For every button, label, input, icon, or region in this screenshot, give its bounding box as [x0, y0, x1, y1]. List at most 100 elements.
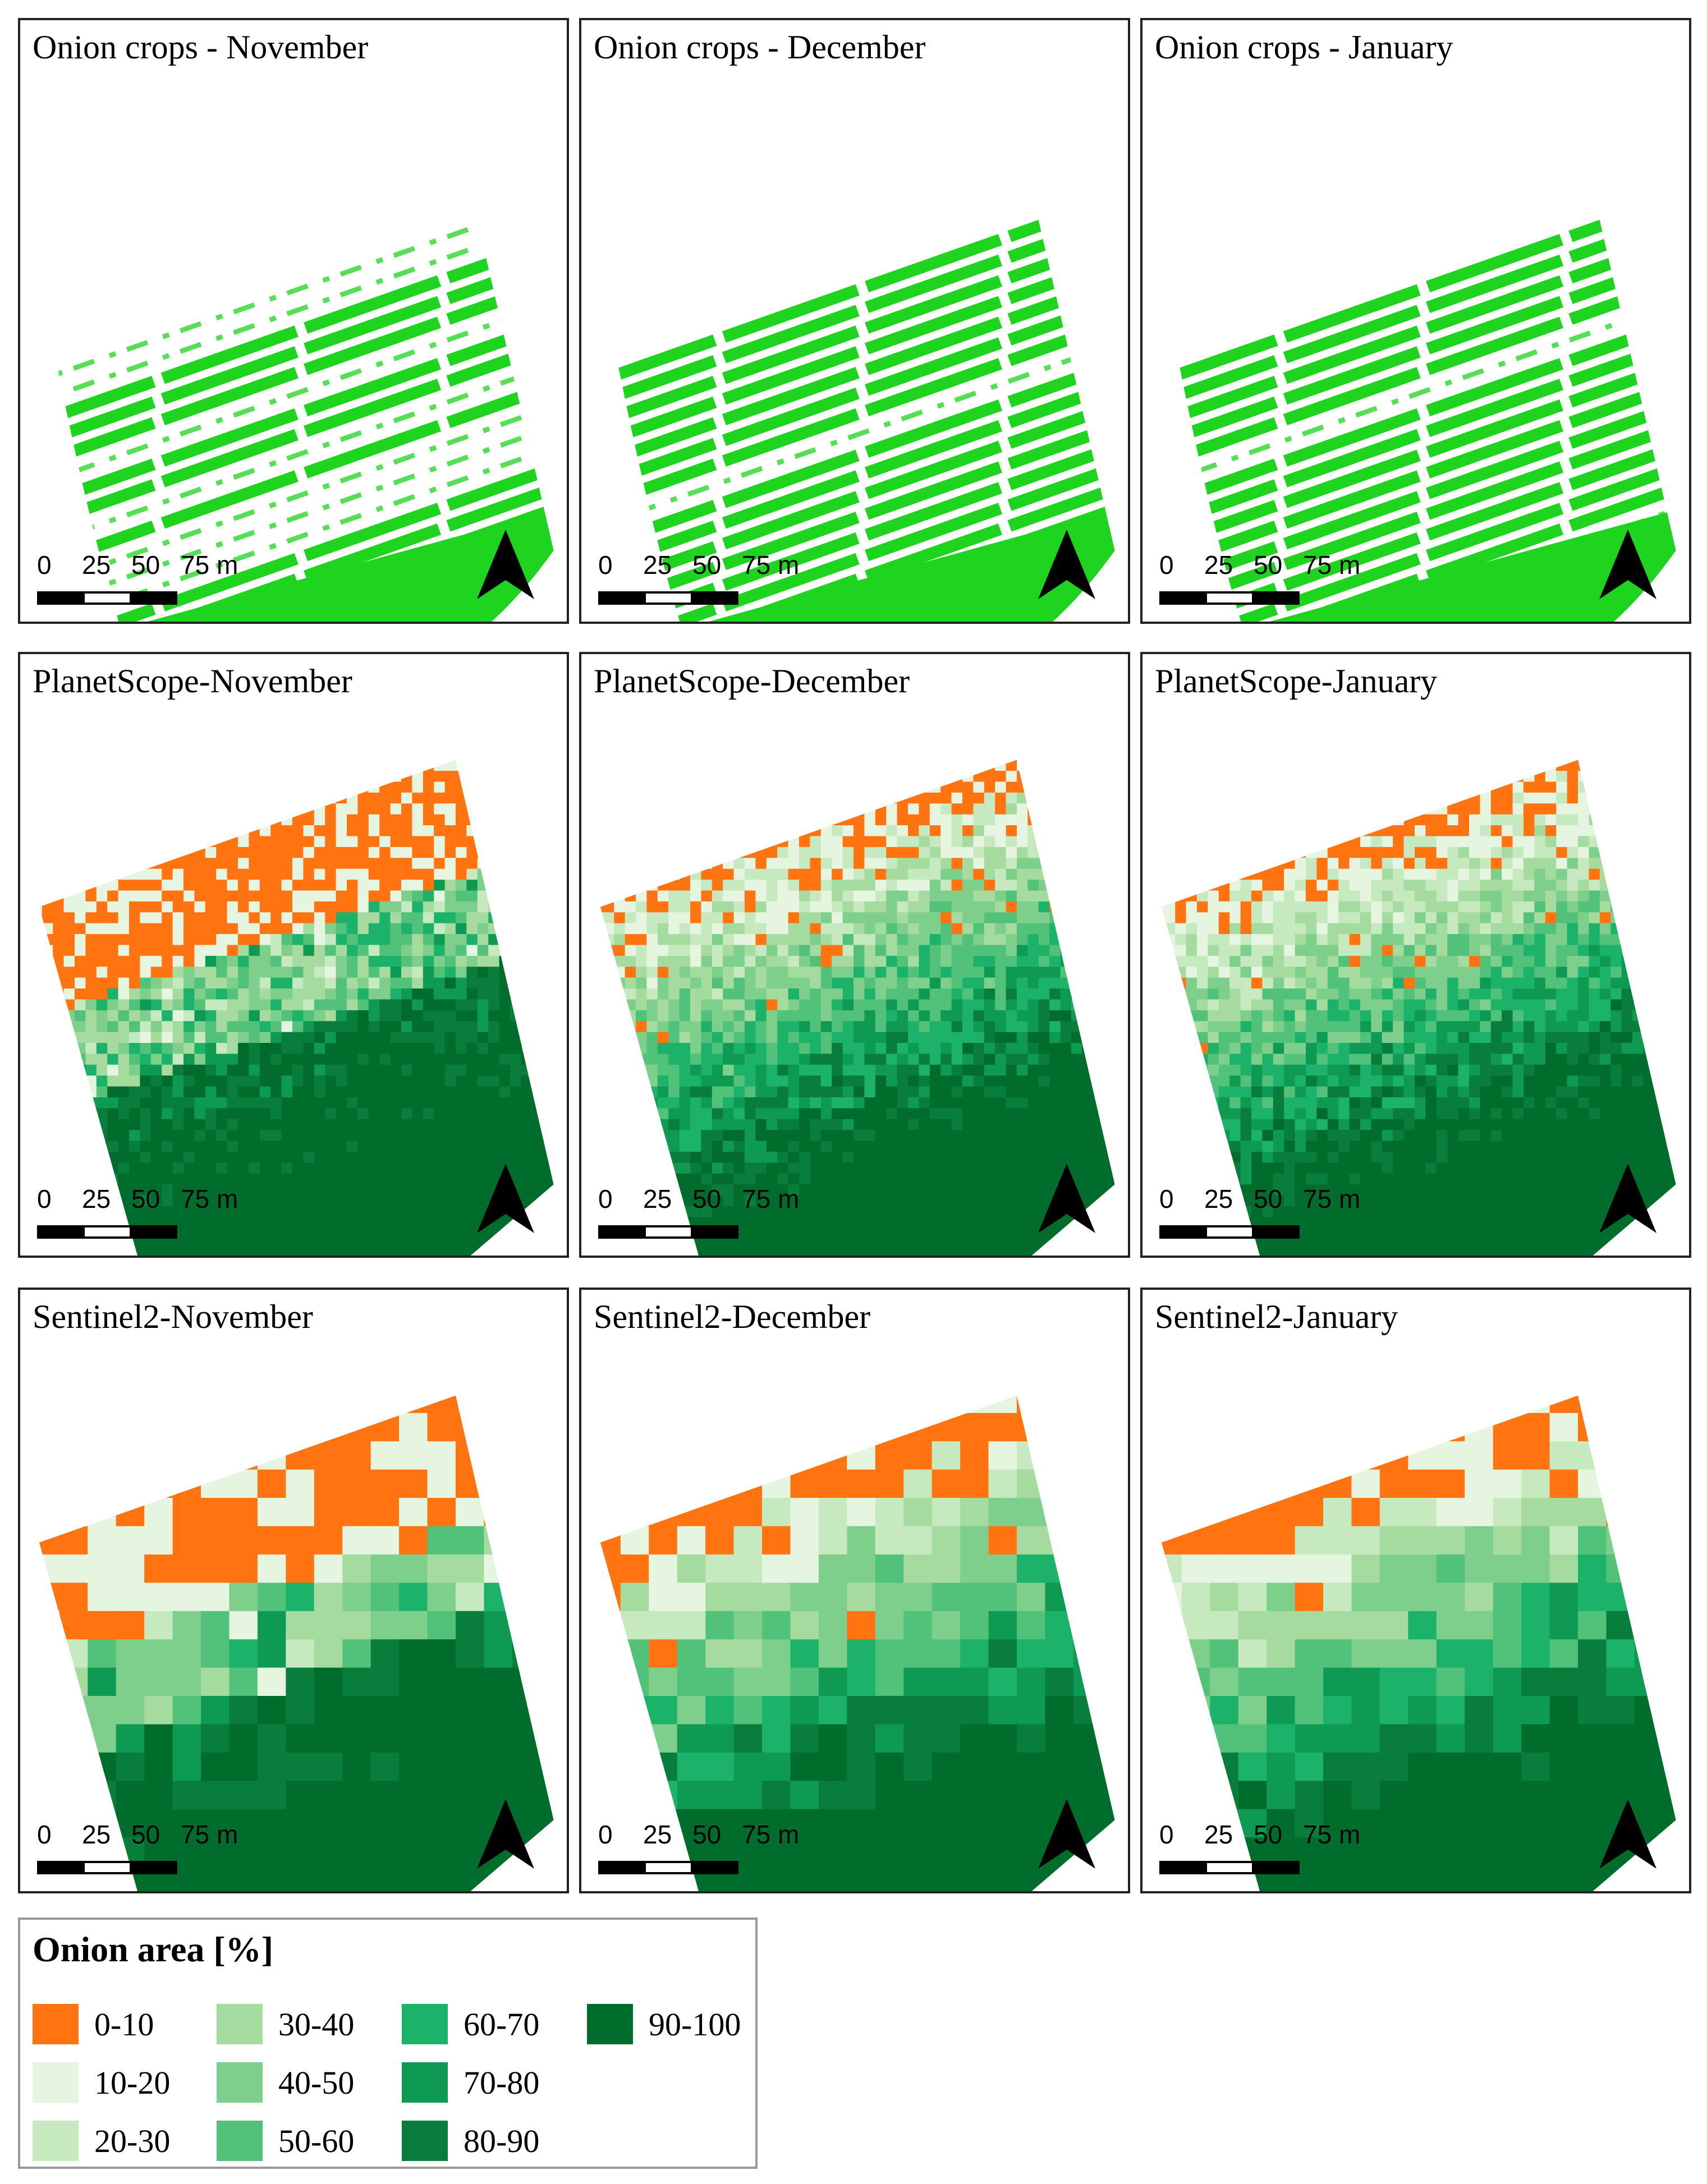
grid-cell: [554, 760, 565, 771]
grid-cell: [690, 945, 702, 957]
grid-cell: [63, 1141, 75, 1152]
grid-cell: [820, 825, 833, 837]
grid-cell: [919, 1075, 930, 1087]
grid-cell: [973, 988, 985, 1000]
grid-cell: [1060, 1010, 1072, 1022]
grid-cell: [63, 868, 75, 880]
grid-cell: [1060, 999, 1072, 1011]
grid-cell: [603, 771, 615, 783]
grid-cell: [477, 890, 489, 902]
grid-cell: [325, 1141, 337, 1152]
grid-cell: [832, 923, 843, 935]
grid-cell: [995, 912, 1007, 924]
grid-cell: [625, 901, 636, 913]
grid-cell: [962, 880, 974, 891]
grid-cell: [723, 967, 735, 978]
grid-cell: [499, 1152, 511, 1164]
grid-cell: [929, 1152, 942, 1164]
grid-cell: [129, 1152, 141, 1164]
grid-cell: [897, 1021, 908, 1033]
grid-cell: [63, 1162, 75, 1174]
grid-cell: [886, 1032, 898, 1043]
grid-cell: [679, 814, 691, 826]
grid-cell: [401, 923, 413, 935]
grid-cell: [755, 1108, 767, 1120]
grid-cell: [646, 901, 658, 913]
grid-cell: [259, 901, 272, 913]
grid-cell: [1082, 912, 1094, 924]
grid-cell: [401, 836, 413, 848]
grid-cell: [810, 825, 822, 837]
grid-cell: [39, 1130, 43, 1142]
grid-cell: [150, 934, 163, 946]
grid-cell: [292, 1097, 304, 1109]
grid-cell: [646, 1097, 658, 1109]
grid-cell: [347, 1075, 359, 1087]
grid-cell: [951, 1010, 963, 1022]
grid-cell: [140, 760, 152, 761]
grid-cell: [96, 781, 108, 793]
crop-row: [1161, 470, 1676, 622]
grid-cell: [679, 1086, 691, 1098]
grid-cell: [614, 825, 626, 837]
grid-cell: [347, 792, 359, 804]
grid-cell: [357, 1173, 369, 1185]
grid-cell: [75, 945, 86, 957]
grid-cell: [864, 1097, 876, 1109]
grid-cell: [85, 1130, 97, 1142]
grid-cell: [755, 1130, 767, 1142]
grid-cell: [140, 880, 152, 891]
grid-cell: [875, 1152, 887, 1164]
grid-cell: [434, 814, 446, 826]
grid-cell: [194, 1141, 206, 1152]
grid-cell: [799, 1054, 811, 1065]
grid-cell: [42, 1108, 54, 1120]
scale-bar: 0 25 50 75 m: [37, 550, 239, 605]
grid-cell: [466, 760, 478, 761]
grid-cell: [1071, 1141, 1083, 1152]
grid-cell: [118, 1184, 130, 1196]
grid-cell: [603, 792, 615, 804]
grid-cell: [832, 1032, 843, 1043]
grid-cell: [897, 868, 908, 880]
grid-cell: [85, 760, 97, 761]
grid-cell: [107, 1032, 119, 1043]
grid-cell: [788, 934, 800, 946]
grid-cell: [755, 890, 767, 902]
grid-cell: [766, 1021, 778, 1033]
grid-cell: [1093, 814, 1105, 826]
grid-cell: [897, 1119, 908, 1131]
grid-cell: [875, 803, 887, 815]
grid-cell: [42, 1119, 54, 1131]
grid-cell: [194, 912, 206, 924]
grid-cell: [690, 825, 702, 837]
grid-cell: [314, 1119, 326, 1131]
grid-cell: [390, 1108, 402, 1120]
grid-cell: [600, 858, 604, 870]
grid-cell: [646, 923, 658, 935]
grid-cell: [423, 792, 435, 804]
grid-cell: [238, 1130, 250, 1142]
grid-cell: [810, 1162, 822, 1174]
grid-cell: [444, 858, 456, 870]
grid-cell: [875, 890, 887, 902]
grid-cell: [379, 792, 391, 804]
grid-cell: [1082, 988, 1094, 1000]
grid-cell: [929, 1043, 942, 1055]
grid-cell: [63, 901, 75, 913]
grid-cell: [1115, 967, 1126, 978]
grid-cell: [657, 760, 669, 761]
grid-cell: [521, 1021, 533, 1033]
grid-cell: [908, 1108, 920, 1120]
grid-cell: [799, 1021, 811, 1033]
grid-cell: [259, 1108, 272, 1120]
grid-cell: [205, 923, 217, 935]
grid-cell: [466, 1130, 478, 1142]
grid-cell: [477, 1152, 489, 1164]
grid-cell: [600, 912, 604, 924]
grid-cell: [162, 1152, 173, 1164]
grid-cell: [444, 814, 456, 826]
grid-cell: [423, 967, 435, 978]
grid-cell: [150, 955, 163, 968]
grid-cell: [129, 825, 141, 837]
